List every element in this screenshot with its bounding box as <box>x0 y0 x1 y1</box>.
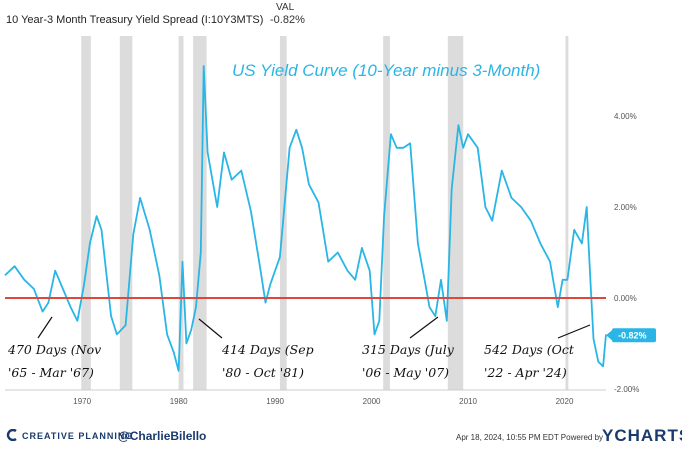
y-tick-label: -2.00% <box>614 385 639 394</box>
current-value-readout: -0.82% <box>270 14 305 26</box>
y-tick-label: 0.00% <box>614 294 637 303</box>
current-value-badge: -0.82% <box>606 328 656 343</box>
badge-pointer <box>606 330 612 341</box>
annotation-line-1: 414 Days (Sep <box>221 342 314 357</box>
x-tick-label: 2000 <box>363 397 381 406</box>
recession-band <box>383 36 390 390</box>
annotation-line-2: '65 - Mar '67) <box>8 365 94 380</box>
recession-band <box>119 36 133 390</box>
annotation-pointer <box>557 324 591 339</box>
series-line <box>4 65 607 372</box>
annotation-line-1: 542 Days (Oct <box>484 342 575 357</box>
x-tick-label: 2010 <box>459 397 477 406</box>
brand-name: CREATIVE PLANNING <box>22 431 134 441</box>
annotation-line-1: 315 Days (July <box>362 342 455 357</box>
author-handle: @CharlieBilello <box>118 429 207 443</box>
y-tick-label: 4.00% <box>614 112 637 121</box>
annotations: 470 Days (Nov '65 - Mar '67) 414 Days (Sep… <box>7 316 591 380</box>
chart-title: US Yield Curve (10-Year minus 3-Month) <box>232 61 540 80</box>
annotation-line-2: '80 - Oct '81) <box>222 365 304 380</box>
ycharts-logo: YCHARTS <box>602 426 682 445</box>
chart-footer: CREATIVE PLANNING @CharlieBilello Apr 18… <box>0 418 682 453</box>
recession-shading <box>81 36 569 390</box>
x-tick-label: 2020 <box>556 397 574 406</box>
series-layer <box>4 65 607 372</box>
x-tick-label: 1970 <box>73 397 91 406</box>
recession-band <box>447 36 464 390</box>
creative-planning-logo-icon <box>6 429 17 441</box>
value-column-label: VAL <box>276 2 295 13</box>
x-tick-label: 1990 <box>266 397 284 406</box>
annotation-pointer <box>198 318 223 339</box>
annotation-line-2: '06 - May '07) <box>362 365 449 380</box>
x-tick-label: 1980 <box>170 397 188 406</box>
y-axis-ticks: 4.00% 2.00% 0.00% -2.00% <box>614 112 639 394</box>
x-axis-ticks: 1970 1980 1990 2000 2010 2020 <box>73 397 574 406</box>
y-tick-label: 2.00% <box>614 203 637 212</box>
recession-band <box>81 36 91 390</box>
recession-band <box>565 36 569 390</box>
annotation-pointer <box>37 316 53 339</box>
annotation-pointer <box>409 316 439 339</box>
recession-band <box>178 36 184 390</box>
chart-series-title: 10 Year-3 Month Treasury Yield Spread (I… <box>6 14 264 26</box>
chart-header: 10 Year-3 Month Treasury Yield Spread (I… <box>0 0 682 36</box>
source-timestamp: Apr 18, 2024, 10:55 PM EDT Powered by <box>456 433 604 442</box>
current-value-badge-label: -0.82% <box>618 330 647 340</box>
annotation-line-1: 470 Days (Nov <box>7 342 101 357</box>
annotation-line-2: '22 - Apr '24) <box>484 365 567 380</box>
yield-curve-chart: US Yield Curve (10-Year minus 3-Month) 4… <box>4 36 656 406</box>
